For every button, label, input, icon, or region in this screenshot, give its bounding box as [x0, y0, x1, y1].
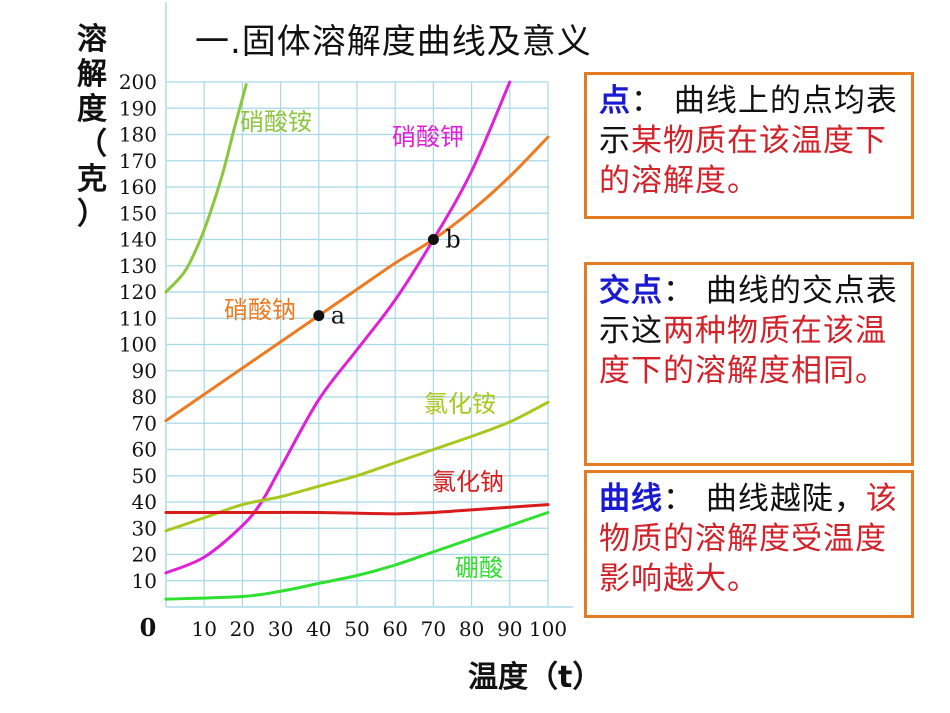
note-text: 该物质的溶解度受温度影响越大。 — [599, 481, 898, 597]
note-text: ： 曲线上的点均表示 — [599, 83, 898, 159]
series-line-5 — [164, 503, 550, 516]
note-text: 点 — [599, 83, 631, 119]
y-tick-label: 10 — [132, 569, 157, 593]
y-tick-label: 30 — [132, 516, 157, 540]
y-tick-label: 20 — [132, 543, 157, 567]
note-text: 交点 — [599, 273, 663, 309]
y-tick-label: 160 — [119, 175, 157, 199]
y-axis-label: 溶解度（克） — [72, 22, 112, 232]
y-axis-label-char: ） — [77, 197, 107, 232]
y-tick-label: 170 — [119, 149, 157, 173]
x-tick-label: 60 — [382, 617, 407, 641]
x-tick-label: 80 — [459, 617, 484, 641]
y-tick-label: 140 — [119, 228, 157, 252]
y-axis-label-char: 溶 — [77, 22, 107, 57]
x-tick-label: 40 — [306, 617, 331, 641]
point-label: b — [445, 226, 460, 254]
y-tick-label: 90 — [132, 359, 157, 383]
y-tick-label: 150 — [119, 201, 157, 225]
y-tick-label: 50 — [132, 464, 157, 488]
data-point-b — [427, 234, 439, 245]
note-text: ： 曲线越陡， — [663, 481, 866, 517]
point-label: a — [331, 302, 345, 330]
note-text: 两种物质在该温度下的溶解度相同。 — [599, 313, 887, 389]
y-axis-label-char: （ — [77, 127, 107, 162]
y-tick-label: 130 — [119, 254, 157, 278]
y-axis-label-char: 克 — [77, 162, 107, 197]
y-tick-label: 40 — [132, 490, 157, 514]
x-tick-label: 50 — [344, 617, 369, 641]
note-text: ： 曲线的交点表示这 — [599, 273, 898, 349]
series-label: 硼酸 — [455, 554, 503, 582]
note-text: 某物质在该温度下的溶解度。 — [599, 123, 887, 199]
y-axis-label-char: 度 — [77, 92, 107, 127]
y-tick-label: 190 — [119, 96, 157, 120]
page-title: 一.固体溶解度曲线及意义 — [195, 22, 592, 62]
series-label: 氯化铵 — [424, 390, 496, 418]
y-tick-label: 110 — [119, 306, 157, 330]
series-line-6 — [164, 511, 550, 601]
note-curve: 曲线： 曲线越陡，该物质的溶解度受温度影响越大。 — [584, 470, 914, 618]
y-tick-label: 180 — [119, 123, 157, 147]
data-point-a — [313, 310, 325, 322]
note-point: 点： 曲线上的点均表示某物质在该温度下的溶解度。 — [584, 72, 914, 219]
y-tick-label: 200 — [119, 70, 157, 94]
x-tick-label: 30 — [268, 617, 293, 641]
series-line-4 — [164, 400, 550, 533]
y-tick-label: 60 — [132, 438, 157, 462]
x-tick-label: 100 — [529, 617, 567, 641]
series-line-1 — [164, 83, 248, 294]
series-label: 硝酸钾 — [392, 123, 464, 151]
x-tick-label: 90 — [497, 617, 522, 641]
series-label: 氯化钠 — [432, 468, 504, 496]
origin-label: 0 — [140, 613, 157, 642]
x-tick-label: 70 — [421, 617, 446, 641]
note-text: 曲线 — [599, 481, 663, 517]
y-tick-label: 120 — [119, 280, 157, 304]
note-intersection: 交点： 曲线的交点表示这两种物质在该温度下的溶解度相同。 — [584, 262, 914, 466]
series-label: 硝酸钠 — [224, 296, 296, 324]
x-axis-label: 温度（t） — [468, 660, 603, 695]
series-label: 硝酸铵 — [240, 108, 312, 136]
y-tick-label: 70 — [132, 411, 157, 435]
series-line-3 — [164, 135, 550, 423]
y-axis-label-char: 解 — [77, 57, 107, 92]
x-tick-label: 20 — [230, 617, 255, 641]
y-tick-label: 80 — [132, 385, 157, 409]
x-tick-label: 10 — [191, 617, 216, 641]
series-line-2 — [164, 80, 512, 575]
y-tick-label: 100 — [119, 333, 157, 357]
